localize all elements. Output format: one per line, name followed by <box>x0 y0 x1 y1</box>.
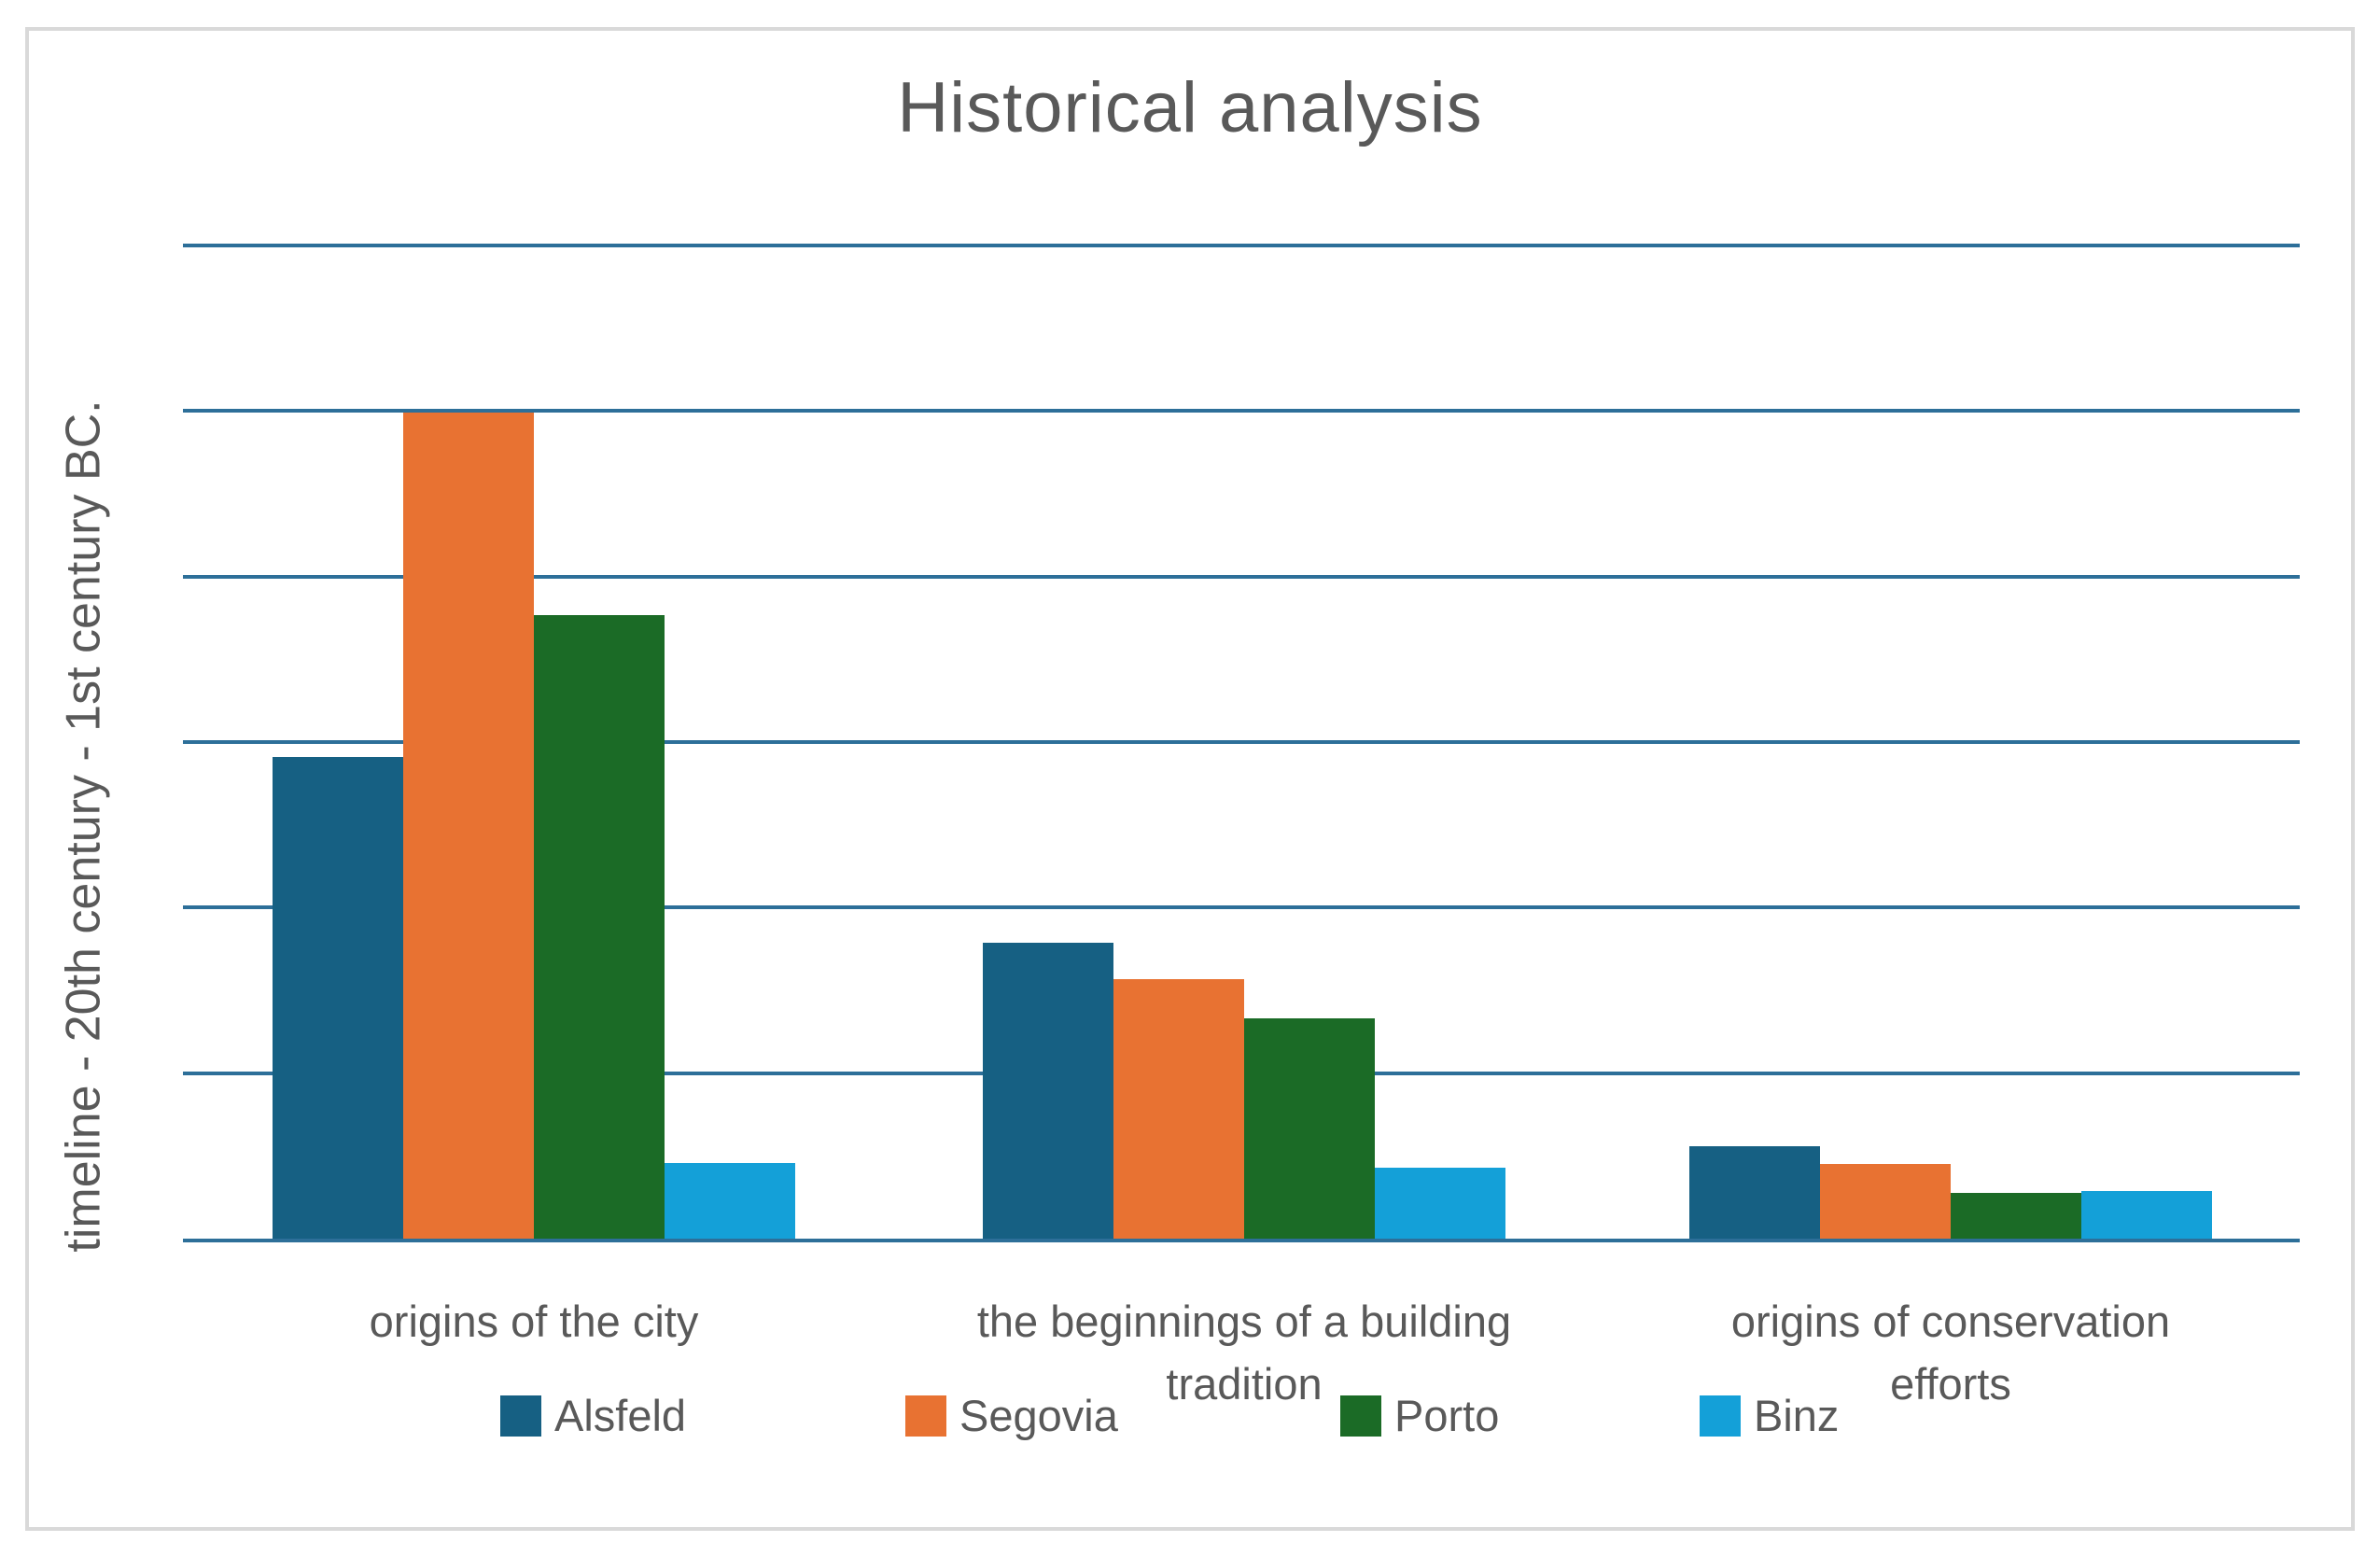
x-axis-line <box>183 1239 2300 1242</box>
gridline-y4 <box>183 574 2300 579</box>
legend-swatch-segovia <box>905 1395 946 1437</box>
gridline-y6 <box>183 244 2300 247</box>
y-axis-label-box: timeline - 20th century - 1st century BC… <box>28 238 140 1414</box>
legend-item-segovia: Segovia <box>905 1390 1118 1441</box>
bar-binz-the-beginnings-of-a-building-tradition <box>1375 1167 1505 1241</box>
x-axis-category-label-line: tradition <box>1166 1359 1323 1409</box>
bar-porto-the-beginnings-of-a-building-tradition <box>1244 1018 1375 1241</box>
legend-label-binz: Binz <box>1754 1391 1840 1440</box>
legend-swatch-alsfeld <box>500 1395 541 1437</box>
bar-binz-origins-of-the-city <box>665 1162 795 1241</box>
gridline-y3 <box>183 740 2300 744</box>
legend-item-binz: Binz <box>1700 1390 1839 1441</box>
legend-swatch-porto <box>1340 1395 1381 1437</box>
bar-binz-origins-of-conservation-efforts <box>2081 1190 2212 1241</box>
x-axis-category-label-origins-of-conservation-efforts: origins of conservation efforts <box>1624 1290 2277 1415</box>
legend-label-porto: Porto <box>1394 1391 1500 1440</box>
x-axis-category-label-line: the beginnings of a building <box>976 1297 1512 1346</box>
gridline-y5 <box>183 409 2300 414</box>
y-axis-label: timeline - 20th century - 1st century BC… <box>57 400 111 1253</box>
legend-item-porto: Porto <box>1340 1390 1499 1441</box>
gridline-y2 <box>183 905 2300 910</box>
legend-swatch-binz <box>1700 1395 1741 1437</box>
legend-item-alsfeld: Alsfeld <box>500 1390 686 1441</box>
x-axis-category-label-line: origins of conservation <box>1730 1297 2171 1346</box>
x-axis-category-label-line: efforts <box>1890 1359 2011 1409</box>
x-axis-category-label-origins-of-the-city: origins of the city <box>207 1290 861 1353</box>
bar-porto-origins-of-conservation-efforts <box>1951 1192 2081 1241</box>
bar-segovia-the-beginnings-of-a-building-tradition <box>1113 978 1244 1241</box>
x-axis-category-label-line: origins of the city <box>369 1297 699 1346</box>
bar-segovia-origins-of-conservation-efforts <box>1820 1164 1951 1241</box>
legend-label-segovia: Segovia <box>959 1391 1118 1440</box>
bar-alsfeld-origins-of-the-city <box>273 757 403 1241</box>
bar-alsfeld-the-beginnings-of-a-building-tradition <box>983 942 1113 1241</box>
x-axis-category-label-the-beginnings-of-a-building-tradition: the beginnings of a building tradition <box>917 1290 1571 1415</box>
bar-porto-origins-of-the-city <box>534 614 665 1241</box>
legend-label-alsfeld: Alsfeld <box>554 1391 687 1440</box>
bar-segovia-origins-of-the-city <box>403 413 534 1241</box>
bar-alsfeld-origins-of-conservation-efforts <box>1689 1145 1820 1241</box>
chart-title: Historical analysis <box>897 68 1483 147</box>
